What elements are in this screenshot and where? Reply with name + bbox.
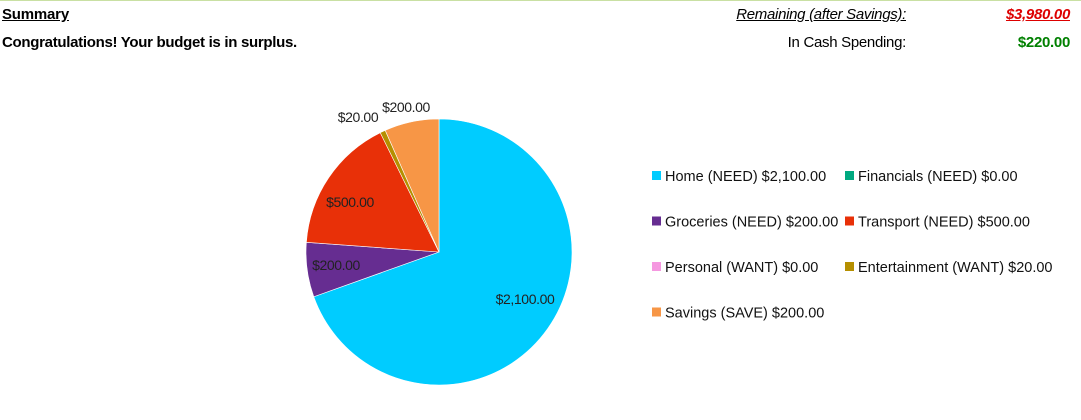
legend-swatch xyxy=(845,216,854,226)
remaining-value: $3,980.00 xyxy=(1005,6,1070,23)
pie-label-5: $20.00 xyxy=(338,109,379,125)
cash-spending-label: In Cash Spending: xyxy=(787,34,907,51)
legend-label: Savings (SAVE) $200.00 xyxy=(665,306,824,322)
legend-item: Savings (SAVE) $200.00 xyxy=(652,306,824,322)
legend-item: Entertainment (WANT) $20.00 xyxy=(845,260,1052,276)
legend-item: Transport (NEED) $500.00 xyxy=(845,215,1030,231)
legend-swatch xyxy=(845,171,854,180)
remaining-label: Remaining (after Savings): xyxy=(736,6,906,23)
legend-item: Home (NEED) $2,100.00 xyxy=(652,169,826,185)
legend-swatch xyxy=(652,216,661,226)
top-divider xyxy=(0,0,1081,1)
pie-label-2: $200.00 xyxy=(312,257,360,273)
pie-slice-home-need xyxy=(313,118,573,386)
legend-swatch xyxy=(652,262,661,271)
legend-label: Entertainment (WANT) $20.00 xyxy=(858,260,1052,276)
legend-label: Transport (NEED) $500.00 xyxy=(858,215,1030,231)
legend-label: Personal (WANT) $0.00 xyxy=(665,260,818,276)
legend-label: Financials (NEED) $0.00 xyxy=(858,169,1018,185)
surplus-message: Congratulations! Your budget is in surpl… xyxy=(2,34,297,51)
legend-item: Groceries (NEED) $200.00 xyxy=(652,215,838,231)
chart-legend: Home (NEED) $2,100.00 Financials (NEED) $… xyxy=(652,169,1052,322)
pie-label-3: $500.00 xyxy=(326,194,374,210)
legend-label: Home (NEED) $2,100.00 xyxy=(665,169,826,185)
legend-swatch xyxy=(845,262,854,271)
pie-slices xyxy=(305,118,573,386)
legend-item: Personal (WANT) $0.00 xyxy=(652,260,818,276)
legend-item: Financials (NEED) $0.00 xyxy=(845,169,1018,185)
pie-label-6: $200.00 xyxy=(382,99,430,115)
legend-swatch xyxy=(652,307,661,317)
pie-slice-savings-save xyxy=(384,118,440,253)
summary-title: Summary xyxy=(2,6,69,23)
pie-label-0: $2,100.00 xyxy=(496,291,555,307)
cash-spending-value: $220.00 xyxy=(1017,34,1070,51)
pie-data-labels: $2,100.00$200.00$500.00$20.00$200.00 xyxy=(312,99,555,307)
pie-slice-transport-need xyxy=(306,132,440,253)
legend-swatch xyxy=(652,171,661,180)
legend-label: Groceries (NEED) $200.00 xyxy=(665,215,838,231)
